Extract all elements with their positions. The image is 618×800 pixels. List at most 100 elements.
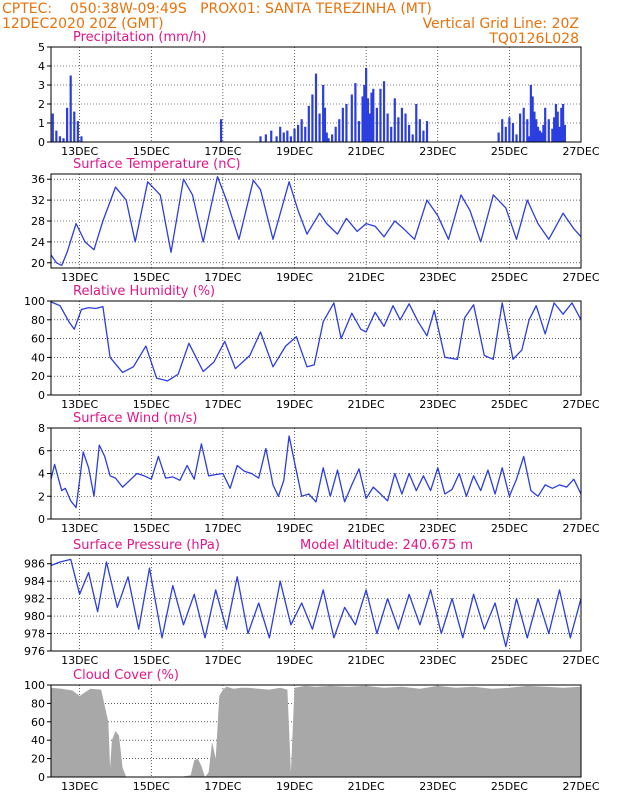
precip-bar <box>382 81 386 142</box>
x-tick-label: 27DEC <box>562 271 599 284</box>
precip-bar <box>501 119 504 142</box>
precip-bar <box>279 126 282 142</box>
precip-bar <box>307 105 310 142</box>
surface-pressure-hpa-subtitle: Model Altitude: 240.675 m <box>300 538 473 553</box>
precip-bar <box>365 67 368 142</box>
precip-bar <box>62 138 65 142</box>
precip-bar <box>270 130 273 142</box>
y-tick-label: 20 <box>31 370 45 383</box>
x-tick-label: 23DEC <box>419 522 456 535</box>
precip-bar <box>66 107 69 142</box>
x-tick-label: 13DEC <box>61 271 98 284</box>
precip-bar <box>286 130 289 142</box>
precip-bar <box>322 85 325 142</box>
y-tick-label: 60 <box>31 716 45 729</box>
precip-bar <box>275 136 278 142</box>
surface-wind-m-s-series-line <box>50 435 582 509</box>
cloud-cover-title: Cloud Cover (%) <box>73 668 179 683</box>
precip-bar <box>386 113 389 142</box>
y-tick-label: 28 <box>31 215 45 228</box>
precip-bar <box>400 107 404 142</box>
x-tick-label: 25DEC <box>491 654 528 667</box>
y-tick-label: 20 <box>31 257 45 270</box>
surface-pressure-hpa-frame <box>50 554 582 652</box>
x-tick-label: 21DEC <box>348 271 385 284</box>
y-tick-label: 1 <box>38 117 45 130</box>
x-tick-label: 15DEC <box>133 398 170 411</box>
y-tick-label: 0 <box>38 136 45 149</box>
precip-bar <box>311 94 314 142</box>
precipitation-mm-h-title: Precipitation (mm/h) <box>73 30 206 45</box>
surface-pressure-hpa-title: Surface Pressure (hPa) <box>73 538 220 553</box>
relative-humidity-grid <box>51 301 581 395</box>
y-tick-label: 0 <box>38 389 45 402</box>
precipitation-mm-h-panel: Precipitation (mm/h) 13DEC 15DEC 17DEC 19DEC… <box>38 30 600 158</box>
precip-bar <box>293 128 296 142</box>
relative-humidity-frame <box>50 300 582 396</box>
x-tick-label: 21DEC <box>348 145 385 158</box>
precip-bar <box>551 128 554 142</box>
precip-bar <box>76 121 79 142</box>
precip-bar <box>408 124 411 142</box>
surface-pressure-hpa-series-line <box>50 558 582 648</box>
precip-bar <box>55 130 58 142</box>
x-tick-label: 19DEC <box>276 398 313 411</box>
x-tick-label: 25DEC <box>491 780 528 793</box>
precip-bar <box>415 104 418 142</box>
precip-bar <box>69 75 72 142</box>
x-tick-label: 15DEC <box>133 780 170 793</box>
precip-bar <box>345 104 348 142</box>
precip-bar <box>296 124 300 142</box>
surface-temperature-nc-frame <box>50 173 582 269</box>
precip-bar <box>544 107 547 142</box>
x-tick-label: 27DEC <box>562 398 599 411</box>
x-tick-label: 17DEC <box>204 145 241 158</box>
x-tick-label: 13DEC <box>61 145 98 158</box>
surface-pressure-hpa-panel: Surface Pressure (hPa) Model Altitude: 24… <box>24 538 600 667</box>
precip-bar <box>515 134 518 142</box>
precip-bar <box>368 113 371 142</box>
y-tick-label: 24 <box>31 236 45 249</box>
precip-bar <box>350 94 353 142</box>
precip-bar <box>80 136 83 142</box>
precip-bar <box>354 83 357 142</box>
precip-bar <box>397 117 400 142</box>
x-tick-label: 17DEC <box>204 398 241 411</box>
precip-bar <box>418 119 421 142</box>
precip-bar <box>314 73 318 142</box>
precip-bar <box>411 134 414 142</box>
y-tick-label: 5 <box>38 41 45 54</box>
precip-bar <box>282 132 285 142</box>
x-tick-label: 15DEC <box>133 522 170 535</box>
y-tick-label: 8 <box>38 422 45 435</box>
precip-bar <box>531 96 534 142</box>
precip-bar <box>422 130 425 142</box>
x-tick-label: 17DEC <box>204 780 241 793</box>
precip-bar <box>542 124 545 142</box>
x-tick-label: 25DEC <box>491 145 528 158</box>
y-tick-label: 2 <box>38 98 45 111</box>
surface-temperature-nc-series-line <box>50 175 582 267</box>
precip-bar <box>497 132 500 142</box>
relative-humidity-title: Relative Humidity (%) <box>73 284 215 299</box>
precip-bar <box>51 113 54 142</box>
x-tick-label: 13DEC <box>61 398 98 411</box>
precip-bar <box>561 104 565 142</box>
precip-bar <box>327 138 330 142</box>
y-tick-label: 60 <box>31 333 45 346</box>
x-tick-label: 27DEC <box>562 780 599 793</box>
x-tick-label: 21DEC <box>348 522 385 535</box>
precip-bar <box>73 111 76 142</box>
precip-bar <box>553 117 556 142</box>
precip-bar <box>425 121 429 142</box>
header-grid-note: Vertical Grid Line: 20Z <box>423 16 579 32</box>
precip-bar <box>560 107 563 142</box>
x-tick-label: 19DEC <box>276 145 313 158</box>
precip-bar <box>511 123 515 142</box>
y-tick-label: 40 <box>31 351 45 364</box>
precip-bar <box>558 126 561 142</box>
cloud-cover-frame <box>50 684 582 778</box>
precip-bar <box>334 126 337 142</box>
precip-bar <box>58 136 62 142</box>
